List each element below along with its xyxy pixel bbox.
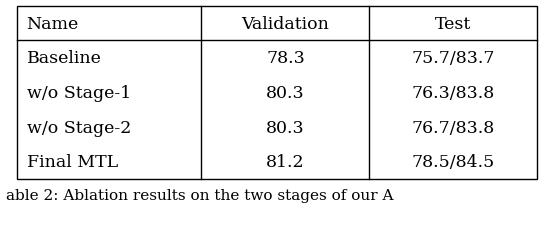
Text: Final MTL: Final MTL [27,154,117,170]
Text: w/o Stage-1: w/o Stage-1 [27,85,131,101]
Text: Baseline: Baseline [27,50,101,67]
Text: 78.3: 78.3 [266,50,305,67]
Text: 76.3/83.8: 76.3/83.8 [412,85,495,101]
Text: Test: Test [435,16,471,32]
Text: able 2: Ablation results on the two stages of our A: able 2: Ablation results on the two stag… [6,188,393,202]
Text: 78.5/84.5: 78.5/84.5 [412,154,495,170]
Text: 80.3: 80.3 [266,119,305,136]
Text: Validation: Validation [242,16,329,32]
Text: 81.2: 81.2 [266,154,305,170]
Text: w/o Stage-2: w/o Stage-2 [27,119,131,136]
Text: 75.7/83.7: 75.7/83.7 [412,50,495,67]
Text: 80.3: 80.3 [266,85,305,101]
Text: Name: Name [27,16,79,32]
Text: 76.7/83.8: 76.7/83.8 [412,119,495,136]
